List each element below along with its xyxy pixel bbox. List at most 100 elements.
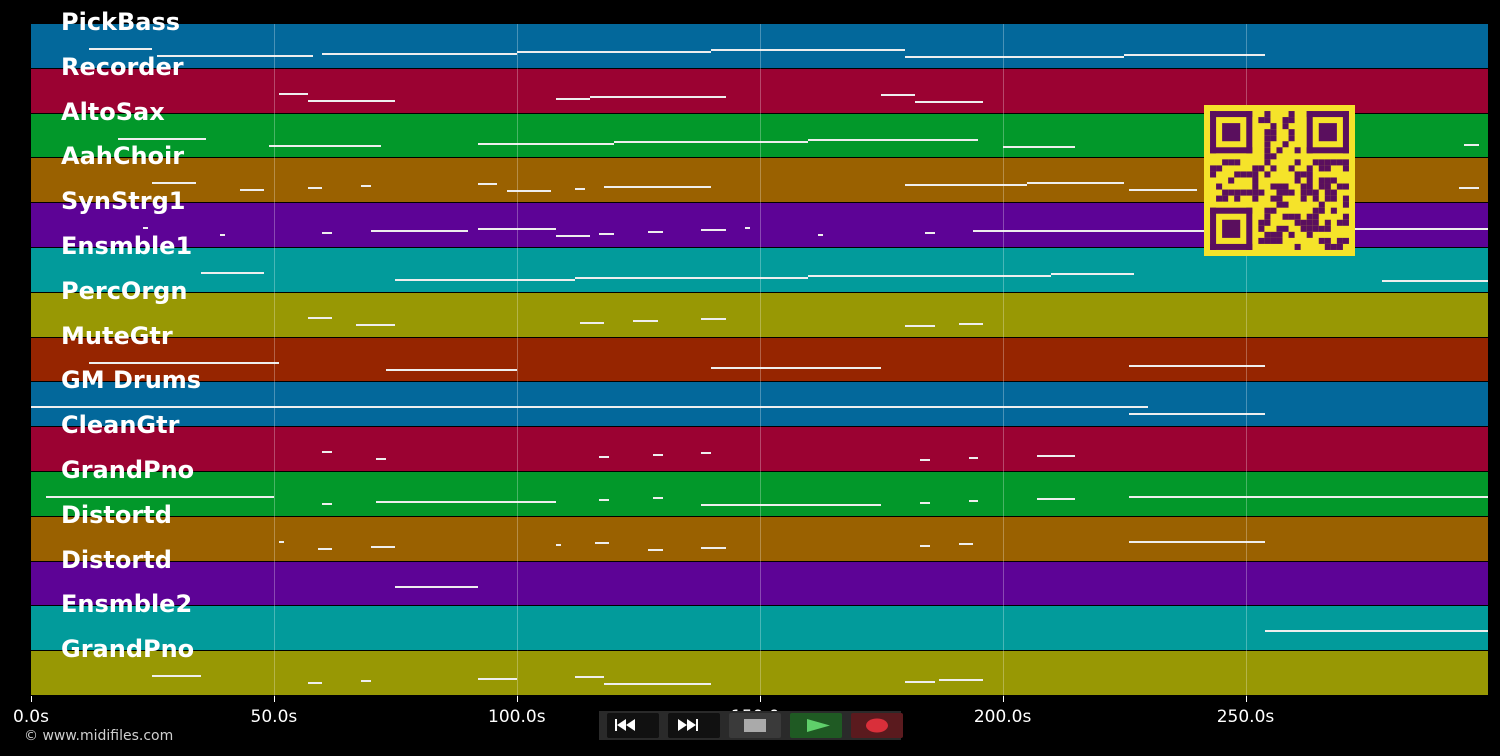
- note-bar: [575, 676, 605, 679]
- fast-forward-icon: [678, 719, 698, 731]
- note-bar: [915, 100, 984, 103]
- play-button[interactable]: [790, 713, 842, 738]
- note-bar: [1128, 496, 1488, 498]
- note-bar: [1051, 273, 1134, 275]
- track-label: PickBass: [61, 8, 181, 36]
- note-bar: [958, 542, 974, 545]
- note-bar: [307, 682, 323, 685]
- note-bar: [278, 540, 284, 543]
- track-label: Distortd: [61, 545, 172, 574]
- note-bar: [599, 456, 610, 459]
- note-bar: [575, 277, 809, 279]
- note-bar: [220, 234, 226, 237]
- track-lane[interactable]: [31, 516, 1488, 562]
- record-icon: [866, 718, 888, 733]
- note-bar: [647, 231, 663, 234]
- axis-tick-mark: [516, 696, 518, 702]
- track-label: GrandPno: [61, 635, 195, 664]
- note-bar: [477, 142, 614, 145]
- note-bar: [594, 541, 610, 544]
- track-lane[interactable]: [31, 337, 1488, 383]
- fast-forward-button[interactable]: [668, 713, 720, 738]
- note-bar: [45, 496, 274, 498]
- note-bar: [1026, 182, 1125, 185]
- note-bar: [307, 187, 323, 190]
- note-bar: [31, 406, 1149, 409]
- grid-line: [1245, 24, 1247, 696]
- track-lane[interactable]: [31, 651, 1488, 696]
- track-lane[interactable]: [31, 24, 1488, 69]
- note-bar: [507, 190, 551, 193]
- track-label: Ensmble2: [61, 590, 193, 619]
- note-bar: [920, 459, 930, 462]
- note-bar: [375, 501, 556, 503]
- track-lane[interactable]: [31, 427, 1488, 472]
- track-label: MuteGtr: [61, 321, 173, 350]
- track-lane[interactable]: [31, 561, 1488, 607]
- note-bar: [745, 227, 750, 230]
- note-bar: [1036, 455, 1076, 458]
- track-label: Distortd: [61, 500, 172, 529]
- note-bar: [599, 233, 614, 236]
- track-label: Recorder: [61, 52, 184, 81]
- note-bar: [604, 186, 712, 189]
- note-bar: [477, 228, 556, 231]
- note-bar: [1124, 54, 1265, 56]
- note-bar: [152, 675, 202, 678]
- note-bar: [356, 323, 396, 326]
- axis-tick-mark: [1245, 696, 1247, 702]
- track-label: AahChoir: [61, 142, 185, 171]
- note-bar: [89, 48, 153, 50]
- rewind-icon: [615, 719, 635, 731]
- rewind-button[interactable]: [607, 713, 659, 738]
- stop-button[interactable]: [729, 713, 781, 738]
- track-lane[interactable]: [31, 292, 1488, 338]
- track-label: GrandPno: [61, 456, 195, 484]
- record-button[interactable]: [851, 713, 903, 738]
- stop-icon: [744, 719, 766, 732]
- note-bar: [1128, 413, 1265, 416]
- note-bar: [516, 51, 712, 53]
- axis-tick-mark: [31, 696, 32, 702]
- track-label: PercOrgn: [61, 276, 188, 305]
- track-lane[interactable]: [31, 472, 1488, 517]
- note-bar: [924, 232, 935, 235]
- grid-line: [759, 24, 761, 696]
- track-lane[interactable]: [31, 382, 1488, 428]
- note-bar: [477, 183, 498, 186]
- note-bar: [477, 678, 517, 681]
- note-bar: [555, 543, 561, 546]
- track-label: GM Drums: [61, 366, 202, 395]
- note-bar: [371, 545, 396, 548]
- note-bar: [1036, 498, 1076, 500]
- note-bar: [647, 548, 663, 551]
- note-bar: [1128, 364, 1265, 367]
- note-bar: [1459, 187, 1479, 190]
- note-bar: [604, 683, 712, 686]
- note-bar: [1464, 143, 1479, 146]
- note-bar: [322, 232, 333, 235]
- note-bar: [371, 230, 469, 233]
- note-bar: [808, 275, 1052, 277]
- note-bar: [307, 99, 396, 102]
- note-bar: [1128, 540, 1265, 543]
- note-bar: [920, 502, 930, 504]
- note-bar: [361, 680, 372, 683]
- note-bar: [973, 230, 1246, 233]
- axis-tick-label: 200.0s: [973, 707, 1032, 727]
- note-bar: [1264, 630, 1488, 633]
- note-bar: [817, 234, 823, 237]
- track-lane[interactable]: [31, 248, 1488, 293]
- note-bar: [307, 316, 333, 319]
- note-bar: [701, 546, 726, 549]
- note-bar: [589, 95, 726, 98]
- track-lane[interactable]: [31, 606, 1488, 652]
- qr-code-icon: [1204, 105, 1355, 256]
- note-bar: [395, 585, 478, 588]
- note-bar: [1245, 228, 1488, 231]
- axis-tick-mark: [759, 696, 761, 702]
- note-bar: [239, 189, 265, 192]
- note-bar: [375, 458, 386, 461]
- note-bar: [701, 504, 882, 506]
- note-bar: [881, 93, 916, 96]
